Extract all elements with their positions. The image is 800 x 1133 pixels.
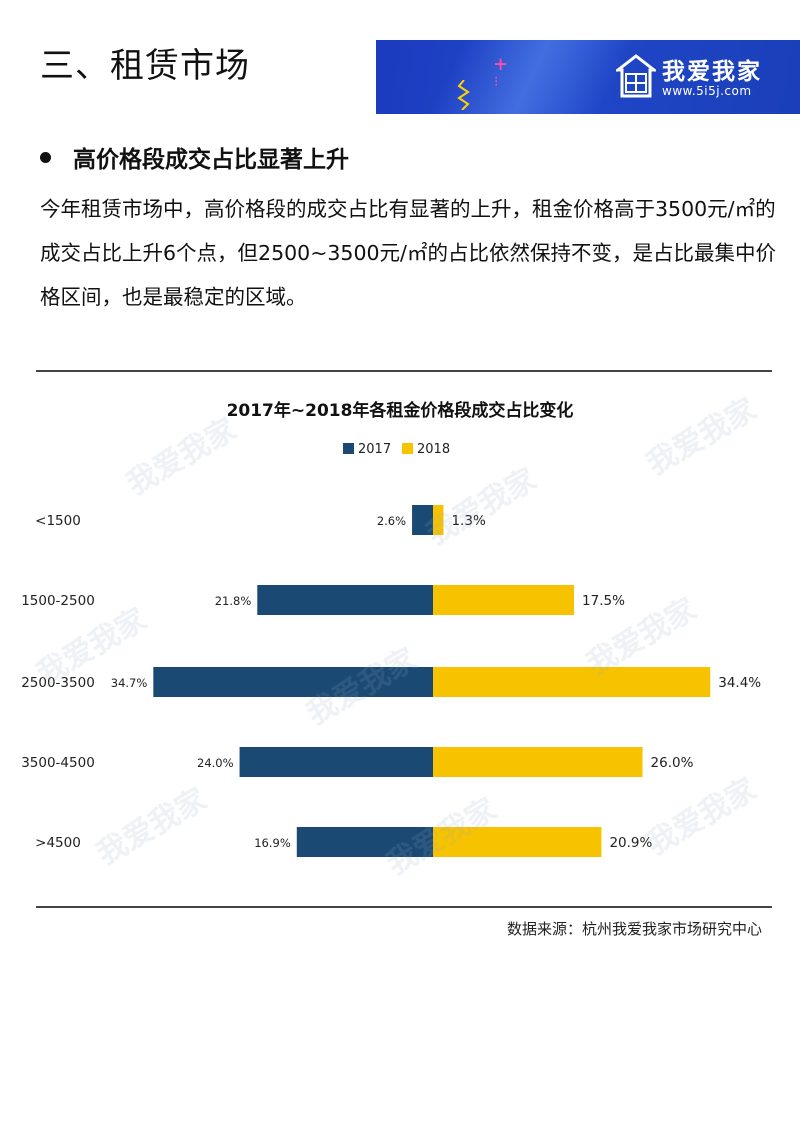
bar-2017 (296, 827, 433, 857)
chart-legend: 2017 2018 (343, 442, 450, 457)
category-label: >4500 (35, 835, 81, 851)
data-label-2017: 2.6% (377, 514, 406, 528)
data-label-2017: 24.0% (197, 756, 234, 770)
subheading-text: 高价格段成交占比显著上升 (73, 147, 349, 173)
data-label-2017: 21.8% (215, 594, 252, 608)
bar-chart: 2017年~2018年各租金价格段成交占比变化 2017 2018 <1500 15… (21, 400, 761, 857)
category-label: 2500-3500 (21, 675, 95, 691)
bar-2018 (433, 585, 575, 615)
section-title: 三、租赁市场 (40, 46, 250, 86)
chart-top-rule (36, 370, 772, 372)
brand-url: www.5i5j.com (662, 84, 752, 98)
bar-2017 (239, 747, 433, 777)
chart-bottom-rule (36, 906, 772, 908)
dot-decoration-icon: ⁝ (494, 74, 499, 90)
legend-label-2017: 2017 (358, 442, 391, 457)
data-label-2018: 1.3% (451, 513, 485, 529)
house-logo-icon (616, 54, 656, 98)
chart-title: 2017年~2018年各租金价格段成交占比变化 (227, 400, 574, 421)
bar-2018 (433, 827, 602, 857)
bullet-icon (40, 152, 51, 163)
category-label: 1500-2500 (21, 593, 95, 609)
bar-2018 (433, 747, 643, 777)
data-label-2018: 34.4% (718, 675, 761, 691)
legend-swatch-2018 (402, 443, 413, 454)
body-paragraph: 今年租赁市场中，高价格段的成交占比有显著的上升，租金价格高于3500元/㎡的成交… (40, 197, 776, 309)
bar-2017 (412, 505, 433, 535)
data-label-2017: 16.9% (254, 836, 291, 850)
data-label-2017: 34.7% (111, 676, 148, 690)
brand-name: 我爱我家 (662, 59, 762, 85)
category-label: <1500 (35, 513, 81, 529)
data-label-2018: 17.5% (582, 593, 625, 609)
bar-2017 (257, 585, 433, 615)
legend-swatch-2017 (343, 443, 354, 454)
brand-banner: + ⁝ 我爱我家 www.5i5j.com (376, 40, 800, 114)
bar-2017 (153, 667, 433, 697)
chart-container: 我爱我家 我爱我家 我爱我家 我爱我家 我爱我家 我爱我家 我爱我家 我爱我家 … (0, 372, 800, 908)
data-label-2018: 20.9% (609, 835, 652, 851)
subheading: 高价格段成交占比显著上升 (40, 140, 349, 174)
category-label: 3500-4500 (21, 755, 95, 771)
zigzag-decoration-icon (457, 80, 470, 110)
bar-2018 (433, 505, 444, 535)
plus-decoration-icon: + (494, 52, 508, 77)
bar-2018 (433, 667, 711, 697)
legend-label-2018: 2018 (417, 442, 450, 457)
data-label-2018: 26.0% (651, 755, 694, 771)
data-source: 数据来源：杭州我爱我家市场研究中心 (506, 920, 762, 938)
